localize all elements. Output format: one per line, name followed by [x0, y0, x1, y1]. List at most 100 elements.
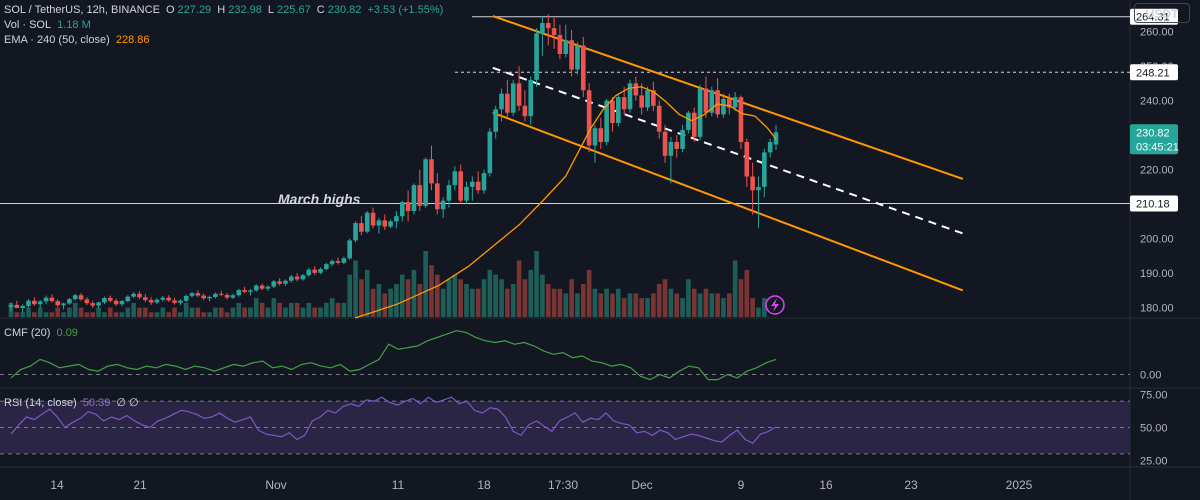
low-label: L [267, 4, 275, 16]
volume-bar [207, 312, 212, 317]
volume-bar [458, 279, 463, 317]
time-tick-label: 23 [904, 478, 918, 492]
rsi-tick-label: 75.00 [1140, 390, 1168, 402]
high-line-price-label-bg [1130, 8, 1178, 25]
volume-bar [481, 279, 487, 317]
candle-body [475, 181, 481, 191]
high-value: 232.98 [228, 4, 262, 16]
currency-button[interactable]: USDT [1134, 3, 1190, 23]
candle-body [137, 293, 142, 298]
candle-body [767, 142, 773, 153]
candle-body [347, 240, 353, 259]
volume-bar [405, 279, 411, 317]
candle-body [49, 297, 55, 302]
candle-body [586, 90, 592, 146]
candle-body [283, 280, 288, 284]
last-price-label: 230.82 [1136, 127, 1170, 139]
ema-legend[interactable]: EMA · 240 (50, close) 228.86 [4, 33, 153, 47]
volume-bar [230, 307, 236, 317]
volume-bar [411, 269, 417, 317]
rsi-label: RSI (14, close) [4, 397, 77, 409]
volume-bar [417, 284, 423, 317]
rsi-legend[interactable]: RSI (14, close) 50.39 ∅ ∅ [4, 396, 142, 410]
candle-body [242, 290, 247, 292]
volume-bar [592, 288, 598, 317]
candle-body [732, 97, 738, 108]
volume-bar [557, 288, 563, 317]
candle-body [610, 100, 615, 124]
candle-body [102, 297, 107, 303]
rsi-tick-label: 50.00 [1140, 423, 1168, 435]
candle-body [510, 83, 516, 113]
price-tick-label: 200.00 [1140, 234, 1174, 246]
volume-bar [84, 312, 90, 317]
channel-lower-line [492, 111, 964, 292]
volume-bar [750, 298, 755, 317]
volume-bar [499, 279, 504, 317]
volume-bar [37, 307, 43, 317]
candle-body [417, 185, 423, 206]
volume-bar [522, 279, 528, 317]
volume-bar [610, 293, 615, 317]
volume-bar [213, 307, 218, 317]
candle-body [429, 159, 434, 184]
volume-bar [195, 307, 201, 317]
volume-bar [277, 302, 282, 317]
candle-body [545, 22, 551, 29]
candle-body [598, 128, 604, 143]
candle-body [131, 293, 136, 297]
candle-body [43, 297, 49, 302]
volume-bar [726, 293, 732, 317]
volume-bar [166, 312, 171, 317]
candle-body [721, 98, 726, 115]
volume-bar [154, 312, 160, 317]
volume-bar [26, 307, 31, 317]
volume-bar [505, 288, 510, 317]
volume-bar [551, 288, 557, 317]
volume-bar [341, 302, 347, 317]
time-tick-label: 14 [50, 478, 64, 492]
volume-bar [148, 312, 154, 317]
volume-bar [580, 284, 586, 317]
volume-bar [189, 307, 195, 317]
cmf-legend[interactable]: CMF (20) 0.09 [4, 326, 81, 340]
mid-line-price-label-bg [1130, 64, 1178, 81]
volume-bar [107, 307, 113, 317]
candle-body [592, 128, 598, 146]
volume-bar [464, 284, 469, 317]
candle-body [230, 295, 236, 298]
symbol-name[interactable]: SOL / TetherUS, 12h, BINANCE [4, 4, 160, 16]
volume-legend[interactable]: Vol · SOL 1.18 M [4, 18, 94, 32]
volume-bar [651, 293, 656, 317]
candle-body [125, 296, 131, 302]
volume-bar [183, 302, 189, 317]
volume-bar [318, 307, 323, 317]
volume-bar [96, 307, 101, 317]
change-value: +3.53 (+1.55%) [367, 4, 444, 16]
volume-bar [446, 279, 452, 317]
candle-body [312, 269, 317, 273]
candle-body [522, 105, 528, 117]
volume-bar [697, 293, 703, 317]
volume-bar [359, 279, 364, 317]
candle-body [148, 300, 154, 303]
volume-value: 1.18 M [57, 19, 91, 31]
candle-body [627, 83, 633, 110]
price-tick-label: 240.00 [1140, 96, 1174, 108]
candle-body [72, 295, 78, 300]
candle-body [265, 286, 271, 289]
candle-body [762, 152, 767, 187]
volume-bar [113, 312, 119, 317]
candle-body [575, 45, 580, 70]
volume-bar [744, 269, 750, 317]
candle-body [143, 297, 148, 301]
candle-body [277, 281, 282, 284]
volume-bar [762, 298, 767, 317]
volume-bar [686, 279, 691, 317]
volume-bar [119, 312, 125, 317]
volume-bar [218, 307, 224, 317]
volume-bar [236, 302, 242, 317]
candle-body [726, 98, 732, 108]
candle-body [516, 83, 522, 106]
